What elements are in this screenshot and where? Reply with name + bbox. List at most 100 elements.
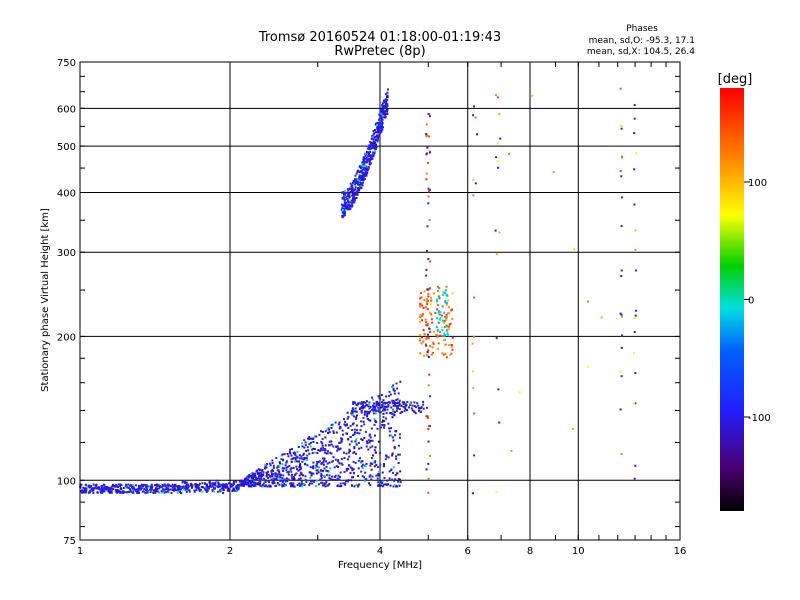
data-point [119, 488, 122, 491]
data-point [438, 295, 441, 298]
data-point [363, 168, 366, 171]
data-point [341, 207, 344, 210]
data-point [360, 446, 363, 449]
data-points [79, 87, 638, 495]
data-point [331, 475, 333, 478]
data-point [384, 458, 387, 461]
data-point [328, 440, 331, 443]
data-point [348, 455, 351, 458]
data-point [431, 346, 434, 349]
data-point [327, 484, 330, 486]
data-point [296, 468, 298, 471]
data-point [358, 447, 361, 450]
data-point [320, 430, 322, 433]
data-point [264, 481, 267, 483]
data-point [396, 406, 399, 408]
data-point [365, 168, 368, 171]
stats-line-x: mean, sd,X: 104.5, 26.4 [587, 47, 695, 57]
data-point [88, 491, 91, 494]
data-point [382, 102, 384, 105]
data-point [247, 485, 250, 488]
data-point [387, 422, 390, 425]
data-point [272, 470, 274, 472]
data-point [385, 99, 388, 102]
data-point [315, 472, 318, 475]
data-point [301, 460, 304, 463]
data-point [305, 481, 308, 483]
data-point [351, 190, 354, 193]
data-point [446, 356, 448, 359]
data-point [264, 466, 267, 469]
data-point [368, 407, 371, 410]
colorbar [720, 88, 744, 511]
data-point [154, 487, 157, 490]
data-point [341, 438, 344, 441]
data-point [428, 373, 431, 376]
data-point [264, 467, 266, 470]
data-point [195, 488, 198, 491]
data-point [290, 454, 293, 457]
data-point [103, 484, 106, 487]
data-point [340, 485, 343, 488]
data-point [361, 406, 364, 409]
data-point [324, 448, 327, 450]
data-point [325, 460, 328, 463]
data-point [375, 474, 378, 477]
data-point [292, 476, 295, 478]
data-point [361, 171, 364, 174]
data-point [251, 484, 254, 486]
data-point [380, 124, 383, 127]
data-point [177, 484, 180, 487]
data-point [324, 485, 327, 488]
data-point [351, 184, 354, 186]
data-point [263, 477, 265, 480]
data-point [343, 457, 346, 459]
data-point [420, 296, 423, 299]
data-point [363, 413, 366, 416]
data-point [237, 483, 240, 486]
data-point [379, 409, 382, 412]
data-point [425, 354, 428, 357]
data-point [433, 292, 436, 295]
data-point [345, 196, 348, 199]
data-point [323, 457, 326, 460]
data-point [131, 491, 134, 494]
data-point [422, 329, 425, 331]
data-point [321, 469, 324, 472]
data-point [197, 486, 200, 489]
data-point [116, 491, 119, 494]
data-point [266, 473, 268, 476]
data-point [381, 105, 384, 108]
data-point [419, 410, 422, 413]
data-point [328, 474, 331, 477]
data-point [377, 131, 380, 134]
data-point [373, 465, 376, 468]
data-point [377, 440, 380, 443]
data-point [258, 468, 261, 471]
data-point [373, 132, 376, 135]
data-point [392, 485, 395, 488]
data-point [384, 483, 387, 486]
data-point [378, 411, 381, 413]
data-point [323, 449, 326, 452]
data-point [129, 488, 131, 490]
data-point [247, 476, 250, 479]
data-point [378, 119, 381, 121]
data-point [229, 485, 232, 488]
data-point [268, 475, 271, 478]
data-point [276, 466, 279, 469]
data-point [158, 491, 161, 494]
data-point [354, 178, 356, 181]
data-point [207, 486, 210, 488]
data-point [345, 479, 348, 482]
data-point [331, 460, 334, 463]
data-point [304, 463, 306, 466]
data-point [322, 457, 325, 460]
data-point [419, 302, 422, 305]
data-point [292, 482, 295, 485]
data-point [317, 460, 320, 463]
data-point [305, 450, 308, 452]
data-point [299, 462, 302, 465]
data-point [308, 452, 311, 455]
data-point [205, 490, 208, 493]
